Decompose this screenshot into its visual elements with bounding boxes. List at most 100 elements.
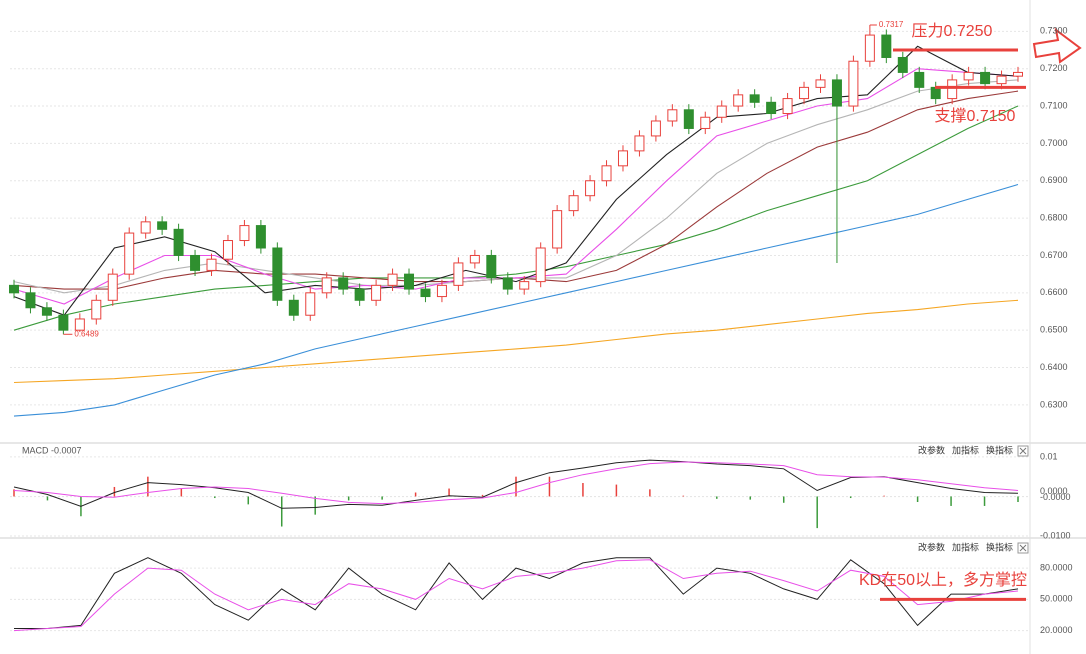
close-icon bbox=[1019, 447, 1027, 455]
min-label: 0.6489 bbox=[74, 329, 99, 338]
y-tick-label: 50.0000 bbox=[1040, 594, 1073, 604]
candle-body bbox=[716, 105, 727, 118]
y-tick-label: -0.0000 bbox=[1040, 492, 1071, 502]
candle-body bbox=[436, 284, 447, 298]
y-tick-label: -0.0100 bbox=[1040, 530, 1071, 540]
candle-body bbox=[453, 262, 464, 286]
candle-body bbox=[41, 307, 52, 316]
candle-body bbox=[288, 299, 299, 316]
level-label: KD在50以上，多方掌控 bbox=[859, 571, 1027, 589]
candle-body bbox=[519, 281, 530, 290]
y-tick-label: 0.7300 bbox=[1040, 26, 1068, 36]
candle-body bbox=[766, 101, 777, 115]
close-icon bbox=[1019, 544, 1027, 552]
candle-body bbox=[25, 292, 36, 309]
y-tick-label: 20.0000 bbox=[1040, 625, 1073, 635]
indicator-line bbox=[13, 559, 1019, 632]
candle-body bbox=[140, 221, 151, 234]
toolbar-button[interactable]: 加指标 bbox=[952, 444, 979, 455]
candle-body bbox=[980, 71, 991, 85]
toolbar-button[interactable]: 加指标 bbox=[952, 541, 979, 552]
candle-body bbox=[601, 165, 612, 182]
candle-body bbox=[371, 284, 382, 301]
candle-body bbox=[206, 258, 217, 271]
toolbar-button[interactable]: 换指标 bbox=[986, 541, 1013, 552]
candle-body bbox=[58, 314, 69, 331]
candle-body bbox=[782, 98, 793, 115]
candle-body bbox=[420, 288, 431, 298]
y-tick-label: 80.0000 bbox=[1040, 562, 1073, 572]
arrow-icon bbox=[1032, 27, 1082, 64]
candle-body bbox=[568, 195, 579, 212]
candle-body bbox=[749, 94, 760, 103]
candle-body bbox=[469, 254, 480, 264]
candle-body bbox=[404, 273, 415, 290]
toolbar-button[interactable]: 改参数 bbox=[918, 541, 945, 552]
candle-body bbox=[272, 247, 283, 301]
candle-body bbox=[831, 79, 842, 107]
candle-body bbox=[881, 34, 892, 58]
candle-body bbox=[387, 273, 398, 286]
indicator-header: MACD -0.0007 bbox=[22, 445, 82, 455]
max-label: 0.7317 bbox=[879, 20, 904, 29]
candle-body bbox=[173, 228, 184, 256]
candle-body bbox=[864, 34, 875, 62]
y-tick-label: 0.7100 bbox=[1040, 100, 1068, 110]
candle-body bbox=[930, 86, 941, 100]
candle-body bbox=[502, 277, 513, 290]
candle-body bbox=[1013, 71, 1023, 77]
candle-body bbox=[683, 109, 694, 129]
y-tick-label: 0.6900 bbox=[1040, 175, 1068, 185]
indicator-line bbox=[13, 68, 1019, 305]
indicator-line bbox=[13, 183, 1019, 417]
candle-body bbox=[124, 232, 135, 275]
indicator-line bbox=[14, 557, 1019, 629]
candle-body bbox=[190, 254, 201, 271]
candle-body bbox=[91, 299, 102, 320]
candle-body bbox=[848, 60, 859, 107]
y-tick-label: 0.0000 bbox=[1040, 486, 1068, 496]
candle-body bbox=[815, 79, 826, 88]
y-tick-label: 0.7000 bbox=[1040, 138, 1068, 148]
candle-body bbox=[255, 225, 266, 249]
candle-body bbox=[239, 225, 250, 242]
candle-body bbox=[74, 318, 85, 331]
candle-body bbox=[799, 86, 810, 100]
candle-body bbox=[947, 79, 958, 100]
y-tick-label: 0.6300 bbox=[1040, 399, 1068, 409]
candle-body bbox=[897, 56, 908, 73]
y-tick-label: 0.01 bbox=[1040, 451, 1058, 461]
candle-body bbox=[667, 109, 678, 122]
indicator-line bbox=[13, 459, 1019, 509]
candle-body bbox=[222, 240, 233, 260]
indicator-line bbox=[13, 79, 1019, 294]
toolbar-button[interactable]: 改参数 bbox=[918, 444, 945, 455]
candle-body bbox=[552, 210, 563, 249]
candle-body bbox=[354, 288, 365, 301]
candle-body bbox=[535, 247, 546, 283]
candle-body bbox=[996, 75, 1007, 85]
indicator-line bbox=[13, 105, 1019, 331]
candle-body bbox=[650, 120, 661, 137]
candle-body bbox=[700, 116, 711, 129]
candle-body bbox=[617, 150, 628, 167]
y-tick-label: 0.6400 bbox=[1040, 362, 1068, 372]
candle-body bbox=[585, 180, 596, 197]
level-label: 压力0.7250 bbox=[912, 22, 993, 40]
candle-body bbox=[733, 94, 744, 107]
toolbar-button[interactable]: 换指标 bbox=[986, 444, 1013, 455]
candle-body bbox=[486, 254, 497, 279]
candle-body bbox=[107, 273, 118, 301]
indicator-line bbox=[13, 461, 1019, 505]
candle-body bbox=[157, 221, 168, 230]
y-tick-label: 0.6500 bbox=[1040, 325, 1068, 335]
candle-body bbox=[338, 277, 349, 290]
y-tick-label: 0.6800 bbox=[1040, 212, 1068, 222]
candle-body bbox=[305, 292, 316, 316]
y-tick-label: 0.6700 bbox=[1040, 250, 1068, 260]
level-label: 支撑0.7150 bbox=[935, 107, 1016, 125]
y-tick-label: 0.7200 bbox=[1040, 63, 1068, 73]
candle-body bbox=[321, 277, 332, 294]
indicator-line bbox=[13, 299, 1019, 384]
candle-body bbox=[914, 71, 925, 88]
